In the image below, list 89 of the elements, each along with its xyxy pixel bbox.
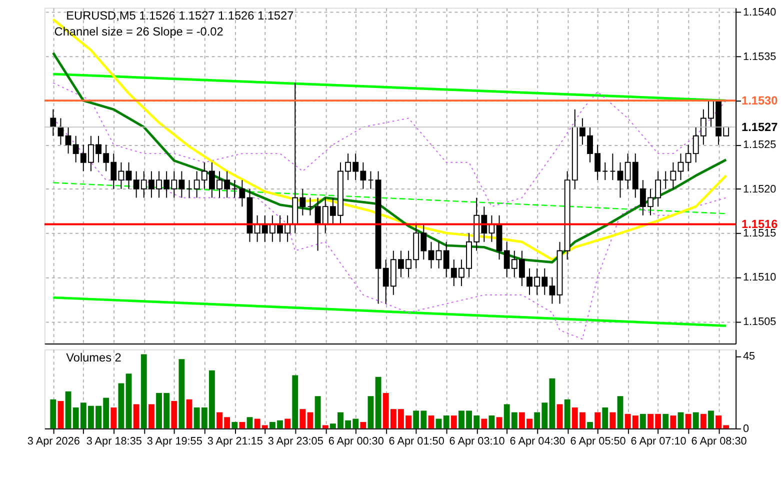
x-tick-label: 3 Apr 18:35 bbox=[86, 436, 142, 448]
bar bbox=[284, 418, 291, 428]
x-tick-label: 6 Apr 03:10 bbox=[449, 436, 505, 448]
bar bbox=[178, 359, 185, 428]
bar bbox=[50, 399, 56, 428]
bar bbox=[126, 374, 132, 428]
bar bbox=[110, 407, 117, 428]
bar bbox=[140, 354, 147, 428]
bar bbox=[171, 401, 178, 428]
x-tick-label: 6 Apr 05:50 bbox=[570, 436, 626, 448]
bar bbox=[662, 414, 669, 428]
candlestick bbox=[428, 241, 434, 269]
candlestick bbox=[58, 118, 64, 146]
bar bbox=[617, 396, 624, 428]
y-tick-label: 1.1540 bbox=[742, 6, 776, 19]
candlestick bbox=[617, 162, 624, 198]
candlestick bbox=[610, 153, 616, 181]
candlestick bbox=[436, 241, 442, 269]
bar bbox=[556, 404, 563, 428]
bar bbox=[564, 399, 570, 428]
bar bbox=[65, 391, 72, 428]
y-tick-label: 1.1525 bbox=[742, 139, 776, 152]
candlestick bbox=[50, 108, 56, 136]
y-tick-label: 1.1515 bbox=[742, 228, 776, 240]
bar bbox=[246, 417, 253, 428]
x-tick-label: 6 Apr 04:30 bbox=[510, 436, 566, 448]
x-tick-label: 3 Apr 21:15 bbox=[207, 436, 263, 448]
bar bbox=[496, 417, 502, 428]
bar bbox=[428, 416, 434, 428]
candlestick bbox=[602, 162, 608, 181]
bar bbox=[685, 414, 692, 428]
candlestick bbox=[232, 180, 238, 198]
x-tick-label: 3 Apr 23:05 bbox=[268, 436, 324, 448]
y-tick-label: 45 bbox=[742, 350, 756, 362]
bar bbox=[443, 416, 450, 428]
bar bbox=[292, 375, 298, 428]
candlestick bbox=[186, 180, 192, 198]
bar bbox=[587, 422, 593, 428]
bar bbox=[602, 407, 608, 428]
y-tick-label: 0 bbox=[742, 422, 750, 435]
bar bbox=[322, 425, 328, 428]
bar bbox=[58, 401, 64, 428]
x-tick-label: 3 Apr 2026 bbox=[27, 436, 80, 448]
x-tick-label: 6 Apr 07:10 bbox=[630, 436, 686, 448]
bar bbox=[708, 410, 714, 428]
x-tick-label: 3 Apr 19:55 bbox=[146, 436, 202, 448]
bar bbox=[610, 412, 616, 428]
chart-title: Volumes 2 bbox=[66, 350, 122, 364]
ref-line-label: 1.1530 bbox=[742, 94, 778, 108]
y-tick-label: 1.1510 bbox=[742, 272, 776, 284]
y-tick-label: 1.1535 bbox=[742, 50, 776, 63]
candlestick bbox=[662, 170, 669, 190]
candlestick bbox=[670, 162, 676, 190]
candlestick bbox=[368, 170, 374, 190]
bar bbox=[594, 412, 601, 428]
candlestick bbox=[65, 126, 72, 154]
bar bbox=[232, 422, 238, 428]
bar bbox=[375, 376, 382, 428]
candlestick bbox=[307, 197, 314, 216]
bar bbox=[300, 409, 306, 428]
x-tick-label: 6 Apr 08:30 bbox=[691, 436, 747, 448]
x-tick-label: 6 Apr 00:30 bbox=[328, 436, 384, 448]
bar bbox=[450, 416, 457, 428]
bar bbox=[118, 383, 124, 428]
ref-line-label: 1.1527 bbox=[742, 120, 778, 134]
bar bbox=[692, 412, 699, 428]
bar bbox=[360, 422, 366, 428]
candlestick bbox=[678, 153, 684, 181]
bar bbox=[481, 418, 488, 428]
y-tick-label: 1.1520 bbox=[742, 183, 776, 196]
candlestick bbox=[126, 162, 132, 190]
bar bbox=[133, 404, 140, 428]
bar bbox=[700, 414, 706, 428]
bar bbox=[670, 416, 676, 428]
bar bbox=[186, 399, 192, 428]
bar bbox=[488, 416, 495, 428]
line-series bbox=[52, 82, 727, 208]
x-tick-label: 6 Apr 01:50 bbox=[388, 436, 444, 448]
candlestick bbox=[239, 180, 246, 208]
bar bbox=[678, 412, 684, 428]
y-tick-label: 1.1505 bbox=[742, 316, 776, 328]
bar bbox=[239, 422, 246, 428]
bar bbox=[314, 396, 321, 428]
bar bbox=[368, 396, 374, 428]
bar bbox=[436, 418, 442, 428]
bar bbox=[148, 404, 154, 428]
bar bbox=[307, 412, 314, 428]
bar bbox=[640, 414, 646, 428]
chart-title: EURUSD,M5 1.1526 1.1527 1.1526 1.1527 bbox=[66, 8, 294, 23]
